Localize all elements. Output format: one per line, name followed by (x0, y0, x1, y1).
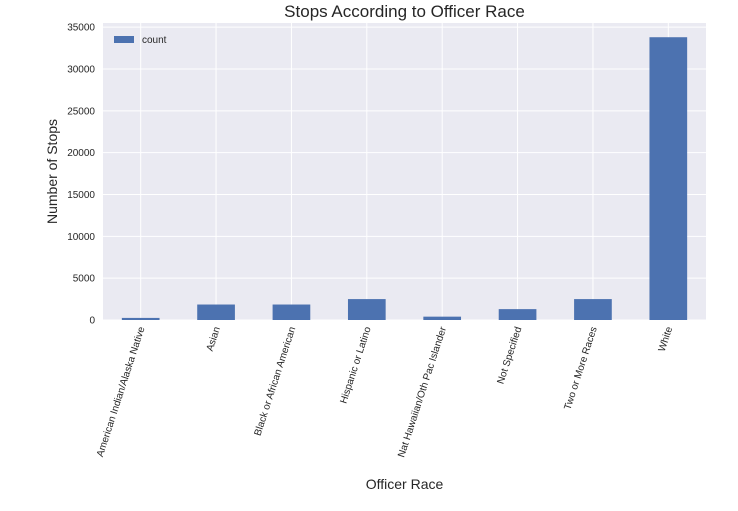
x-tick-label: Two or More Races (563, 326, 600, 412)
bar (649, 37, 688, 320)
plot-area (103, 23, 706, 320)
legend-label: count (142, 35, 167, 46)
x-tick-label: Nat Hawaiian/Oth Pac Islander (396, 325, 449, 459)
bar (121, 317, 160, 320)
x-tick-label: Black or African American (253, 326, 299, 438)
x-tick-label: White (657, 325, 675, 353)
x-tick-label: Asian (205, 326, 223, 353)
bar (574, 299, 612, 320)
x-tick-labels: American Indian/Alaska Native Asian Black … (95, 325, 675, 459)
y-tick-labels: 0 5000 10000 15000 20000 25000 30000 35000 (67, 23, 95, 327)
x-tick-label: Hispanic or Latino (338, 325, 373, 405)
y-tick-label: 20000 (67, 148, 95, 159)
bar (197, 304, 235, 320)
y-tick-label: 25000 (67, 106, 95, 117)
legend-swatch (114, 36, 134, 43)
x-tick-label: American Indian/Alaska Native (95, 325, 148, 458)
y-tick-label: 0 (89, 316, 95, 327)
x-axis-label: Officer Race (366, 476, 444, 492)
y-axis-label: Number of Stops (44, 119, 60, 224)
bar (423, 316, 462, 320)
y-tick-label: 15000 (67, 190, 95, 201)
bar (498, 309, 537, 320)
legend: count (114, 35, 167, 46)
y-tick-label: 35000 (67, 23, 95, 34)
y-tick-label: 10000 (67, 232, 95, 243)
y-tick-label: 5000 (73, 274, 96, 285)
bar (347, 299, 386, 320)
x-tick-label: Not Specified (496, 326, 525, 386)
y-tick-label: 30000 (67, 65, 95, 76)
grid-lines (103, 23, 706, 321)
chart-title: Stops According to Officer Race (284, 2, 525, 21)
bar (272, 304, 311, 320)
bars (121, 37, 688, 320)
